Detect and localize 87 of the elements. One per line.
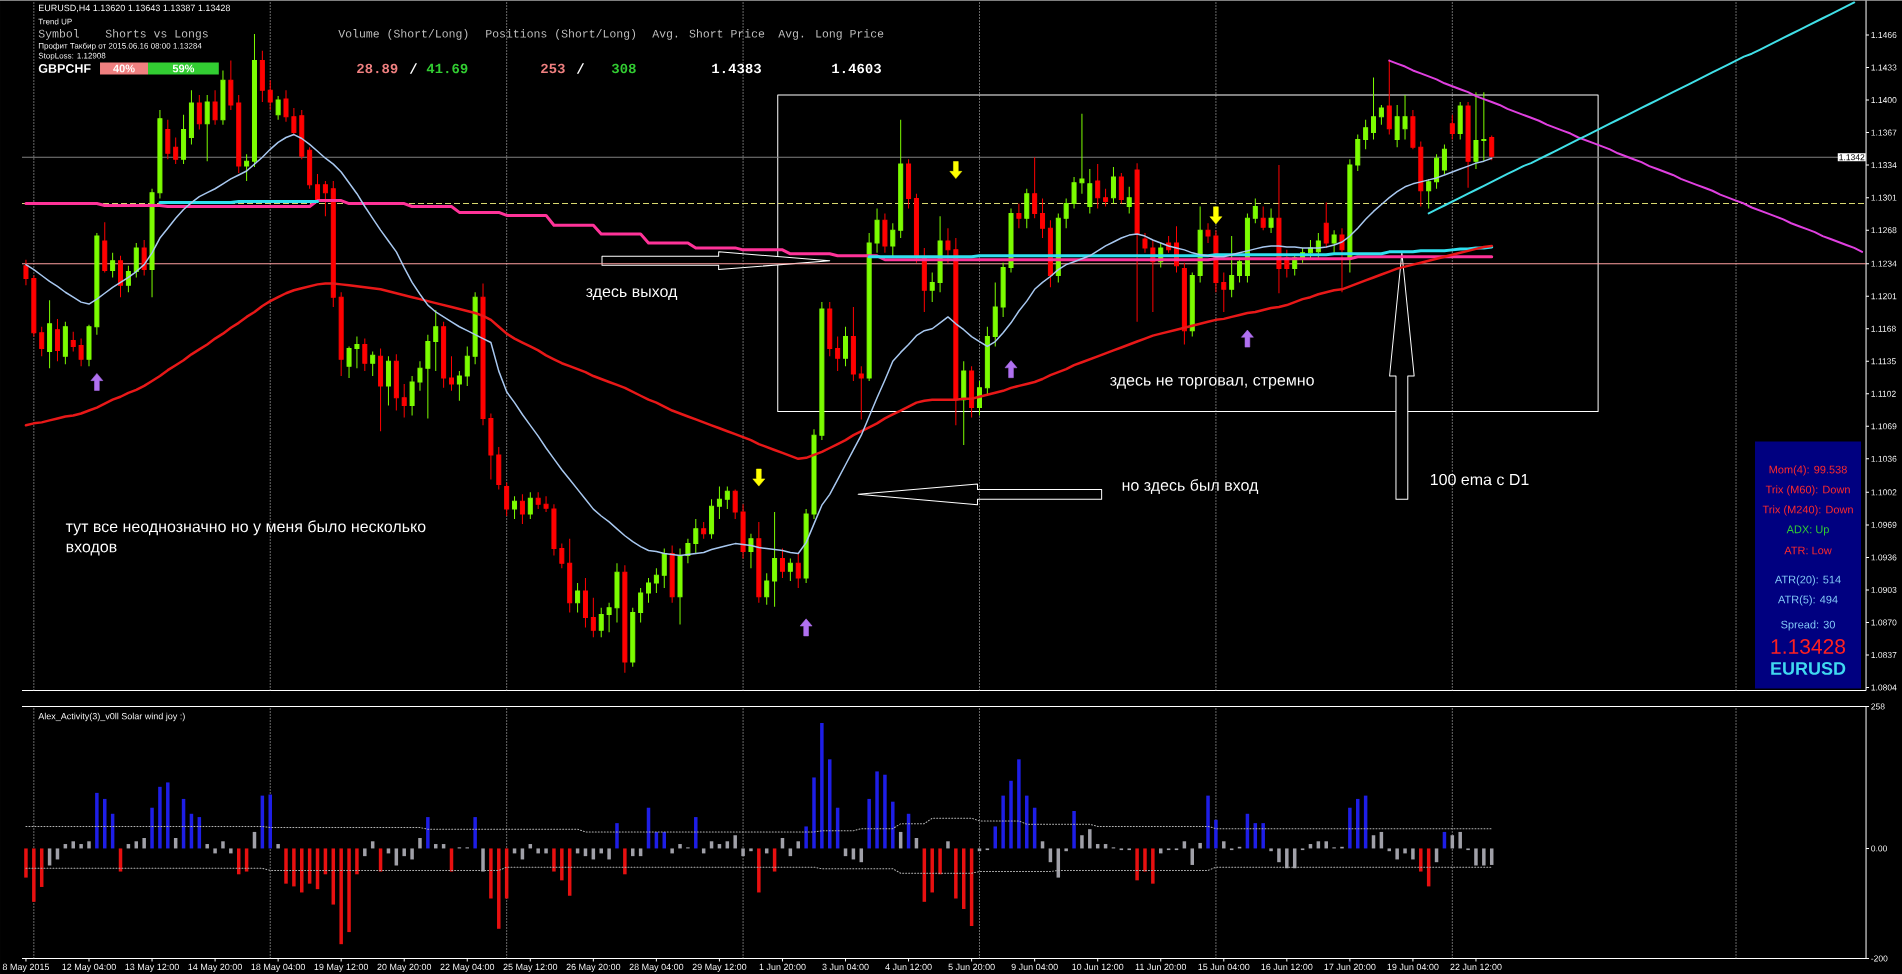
x-tick-label: 8 May 2015: [2, 963, 50, 972]
annotation: ATR(5): 494: [1777, 595, 1838, 606]
x-tick-label: 10 Jun 12:00: [1072, 963, 1124, 970]
annotation: Symbol: [38, 28, 80, 40]
annotation: ATR: Low: [1784, 546, 1832, 555]
annotation: /: [576, 63, 585, 74]
annotation: Trix (M60): Down: [1765, 485, 1850, 496]
annotation: Spread: 30: [1781, 620, 1835, 631]
y-tick-label: 258: [1871, 703, 1885, 710]
x-tick-label: 15 Jun 04:00: [1198, 963, 1250, 970]
annotation: 253: [541, 63, 565, 74]
x-tick-label: 19 May 12:00: [314, 963, 369, 972]
annotation: Trix (M240): Down: [1762, 505, 1853, 516]
annotation: 100 ema с D1: [1430, 473, 1529, 485]
x-tick-label: 29 May 12:00: [692, 963, 747, 972]
x-tick-label: 12 May 04:00: [62, 963, 116, 972]
annotation: ADX: Up: [1786, 525, 1829, 536]
y-tick-label: 1.1168: [1871, 325, 1896, 332]
annotation: здесь выход: [586, 288, 678, 300]
annotation: Avg. Long Price: [778, 28, 884, 40]
annotation: StopLoss: 1.12908: [38, 52, 106, 60]
annotation: Mom(4): 99.538: [1769, 465, 1847, 476]
x-tick-label: 17 Jun 20:00: [1324, 963, 1376, 970]
annotation: 308: [611, 63, 636, 74]
annotation: 1.13428: [1771, 638, 1846, 654]
x-tick-label: 28 May 04:00: [629, 963, 684, 972]
data-label: 40%: [113, 64, 135, 73]
x-tick-label: 14 May 20:00: [188, 963, 242, 972]
x-tick-label: 9 Jun 04:00: [1011, 963, 1058, 970]
y-tick-label: 1.1234: [1871, 260, 1897, 267]
x-tick-label: 18 May 04:00: [251, 963, 306, 972]
annotation: Positions (Short/Long): [486, 28, 636, 40]
annotation: GBPCHF: [38, 63, 91, 73]
y-tick-label: 0.00: [1871, 845, 1888, 852]
x-tick-label: 20 May 20:00: [377, 963, 432, 972]
x-tick-label: 11 Jun 20:00: [1135, 963, 1187, 970]
annotation: здесь не торговал, стремно: [1110, 376, 1314, 389]
y-tick-label: 1.1102: [1871, 390, 1896, 397]
y-tick-label: 1.1433: [1871, 64, 1897, 71]
annotation: Профит Такбир от 2015.06.16 08:00 1.13284: [38, 42, 202, 50]
x-tick-label: 25 May 12:00: [503, 963, 558, 972]
annotation: 41.69: [426, 63, 468, 74]
annotation: EURUSD: [1771, 661, 1846, 675]
ref-line-label: 1.1342: [1839, 153, 1865, 160]
y-tick-label: 1.0870: [1871, 619, 1897, 626]
y-tick-label: 1.0837: [1871, 651, 1897, 658]
y-tick-label: 1.1400: [1871, 96, 1897, 103]
y-tick-label: 1.1201: [1871, 292, 1897, 299]
y-tick-label: 1.1367: [1871, 129, 1897, 136]
x-tick-label: 4 Jun 12:00: [885, 963, 932, 970]
x-tick-label: 26 May 20:00: [566, 963, 621, 972]
annotation: /: [409, 63, 418, 74]
x-tick-label: 16 Jun 12:00: [1261, 963, 1313, 970]
y-tick-label: 1.0936: [1871, 554, 1897, 561]
y-tick-label: 1.0969: [1871, 521, 1897, 528]
y-tick-label: 1.1334: [1871, 161, 1897, 168]
x-tick-label: 22 Jun 12:00: [1450, 963, 1502, 970]
y-tick-label: 1.1135: [1871, 358, 1896, 365]
y-tick-label: 1.0903: [1871, 586, 1897, 593]
chart-title: EURUSD,H4 1.13620 1.13643 1.13387 1.13428: [39, 4, 230, 12]
x-tick-label: 3 Jun 04:00: [822, 963, 869, 970]
y-tick-label: 1.1002: [1871, 489, 1897, 496]
annotation: Volume (Short/Long): [338, 28, 468, 40]
annotation: входов: [66, 543, 117, 556]
y-tick-label: 1.0804: [1871, 684, 1897, 691]
annotation: ATR(20): 514: [1774, 575, 1841, 586]
annotation: 1.4383: [712, 63, 761, 74]
text: Alex_Activity(3)_v0ll Solar wind joy :): [38, 712, 185, 721]
annotation: Trend UP: [38, 18, 72, 25]
annotation: Shorts vs Longs: [105, 28, 208, 40]
annotation: 1.4603: [832, 63, 881, 74]
x-tick-label: 1 Jun 20:00: [759, 963, 806, 970]
y-tick-label: 1.1268: [1871, 226, 1897, 233]
x-tick-label: 5 Jun 20:00: [948, 963, 995, 970]
x-tick-label: 22 May 04:00: [440, 963, 495, 972]
annotation: 28.89: [357, 63, 398, 74]
annotation: но здесь был вход: [1122, 478, 1259, 494]
x-tick-label: 13 May 12:00: [125, 963, 179, 972]
x-tick-label: 19 Jun 04:00: [1387, 963, 1439, 970]
y-tick-label: 1.1036: [1871, 455, 1897, 462]
annotation: тут все неоднозначно но у меня было несколько: [65, 520, 426, 536]
annotation: Avg. Short Price: [652, 28, 765, 40]
y-tick-label: 1.1301: [1871, 194, 1897, 201]
y-tick-label: 1.1069: [1871, 423, 1897, 430]
data-label: 59%: [172, 64, 195, 73]
y-tick-label: 1.1466: [1871, 31, 1897, 38]
y-tick-label: -200: [1871, 955, 1888, 962]
